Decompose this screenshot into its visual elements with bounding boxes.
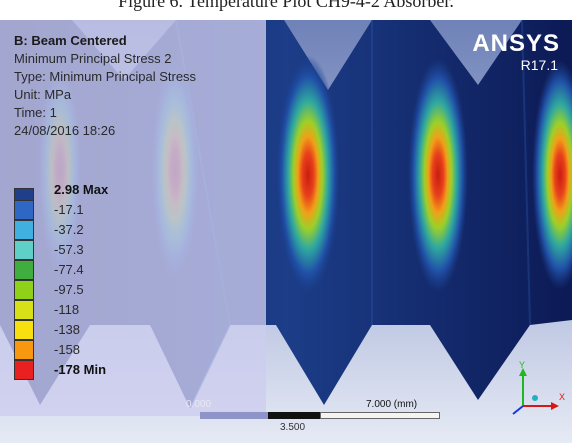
legend-label: -77.4 bbox=[54, 262, 84, 277]
axis-triad-icon[interactable]: Y X bbox=[505, 360, 565, 420]
legend-row: -17.1 bbox=[14, 200, 214, 220]
scale-bar: 0.000 3.500 7.000 (mm) bbox=[186, 399, 440, 442]
result-unit: Unit: MPa bbox=[14, 87, 72, 102]
scale-segment bbox=[320, 412, 440, 419]
graphics-viewport[interactable]: B: Beam Centered Minimum Principal Stres… bbox=[0, 20, 572, 443]
legend-label: -178 Min bbox=[54, 362, 107, 377]
figure-caption: Figure 6. Temperature Plot CH9-4-2 Absor… bbox=[118, 0, 454, 11]
legend-swatch bbox=[14, 260, 34, 280]
results-overlay-panel: B: Beam Centered Minimum Principal Stres… bbox=[0, 20, 266, 416]
legend-swatch bbox=[14, 320, 34, 340]
legend-label: -37.2 bbox=[54, 222, 84, 237]
legend-swatch bbox=[14, 300, 34, 320]
legend-swatch bbox=[14, 200, 34, 220]
legend-label: -158 bbox=[54, 342, 81, 357]
scale-end-label: 7.000 (mm) bbox=[366, 399, 418, 410]
result-title: B: Beam Centered bbox=[14, 33, 127, 48]
result-time: Time: 1 bbox=[14, 105, 57, 120]
triad-y-label: Y bbox=[519, 360, 525, 370]
result-name: Minimum Principal Stress 2 bbox=[14, 51, 172, 66]
scale-start-label: 0.000 bbox=[186, 399, 212, 410]
legend-row: -57.3 bbox=[14, 240, 214, 260]
triad-x-label: X bbox=[559, 392, 565, 402]
result-info: B: Beam Centered Minimum Principal Stres… bbox=[14, 32, 196, 140]
legend-swatch bbox=[14, 220, 34, 240]
legend-row: -118 bbox=[14, 300, 214, 320]
legend-label: -17.1 bbox=[54, 202, 84, 217]
ansys-logo: ANSYS R17.1 bbox=[472, 32, 560, 74]
legend-swatch bbox=[14, 280, 34, 300]
legend-row: -138 bbox=[14, 320, 214, 340]
legend-row: 2.98 Max bbox=[14, 180, 214, 208]
legend-label: -97.5 bbox=[54, 282, 84, 297]
brand-logo: ANSYS bbox=[472, 30, 560, 57]
legend-row: -77.4 bbox=[14, 260, 214, 280]
legend-label: 2.98 Max bbox=[54, 182, 109, 197]
legend-row: -178 Min bbox=[14, 360, 214, 380]
result-timestamp: 24/08/2016 18:26 bbox=[14, 123, 116, 138]
scale-mid-label: 3.500 bbox=[280, 422, 306, 433]
result-type: Type: Minimum Principal Stress bbox=[14, 69, 197, 84]
legend-label: -118 bbox=[54, 302, 80, 317]
legend-swatch bbox=[14, 360, 34, 380]
legend-row: -97.5 bbox=[14, 280, 214, 300]
legend-label: -138 bbox=[54, 322, 81, 337]
brand-version: R17.1 bbox=[520, 57, 558, 73]
legend-row: -37.2 bbox=[14, 220, 214, 240]
legend-swatch bbox=[14, 340, 34, 360]
legend-row: -158 bbox=[14, 340, 214, 360]
legend-label: -57.3 bbox=[54, 242, 84, 257]
scale-segment bbox=[200, 412, 268, 419]
scale-segment bbox=[268, 412, 320, 419]
legend-swatch bbox=[14, 240, 34, 260]
